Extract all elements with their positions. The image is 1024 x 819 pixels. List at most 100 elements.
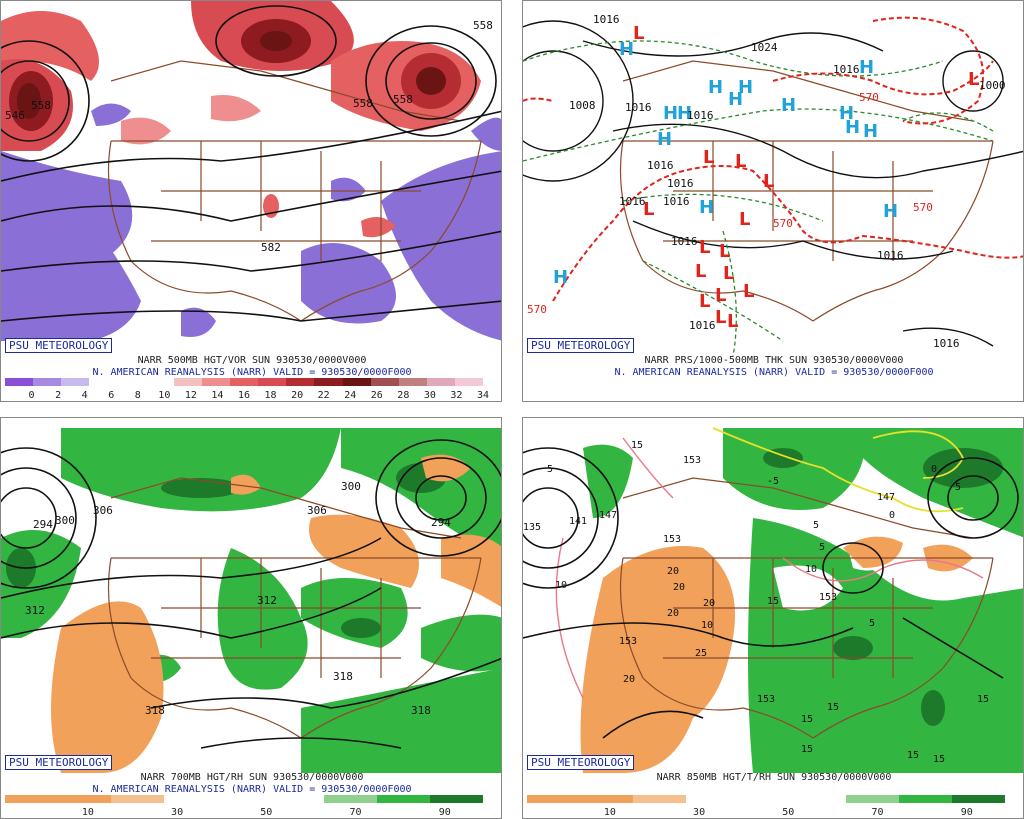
contour-label: 1016 — [687, 109, 714, 122]
colorbar-tick: 32 — [450, 390, 463, 401]
contour-label: 1016 — [593, 13, 620, 26]
colorbar-tick: 22 — [317, 390, 330, 401]
contour-labels: 546 558 558 558 582 558 — [5, 19, 493, 254]
high-center: H — [728, 89, 743, 110]
colorbar-swatch — [173, 378, 202, 386]
colorbar-swatch — [951, 795, 1005, 803]
value-box: 10 — [805, 564, 817, 575]
colorbar-tick: 16 — [237, 390, 251, 401]
colorbar-tick: 0 — [28, 390, 35, 401]
contour-label: 294 — [431, 516, 451, 529]
political-borders — [619, 477, 994, 739]
colorbar-tick: 50 — [782, 807, 795, 818]
panel-850mb-hgt-t-rh: 15 5 153 135 141 147 -5 5 5 10 153 147 0… — [522, 417, 1024, 819]
colorbar-swatch — [33, 378, 62, 386]
high-center: H — [663, 103, 678, 124]
value-box: -5 — [767, 476, 779, 487]
value-box: 5 — [547, 464, 553, 475]
contour-label: 1016 — [671, 235, 698, 248]
value-box: 20 — [703, 598, 715, 609]
contour-label: 582 — [261, 241, 281, 254]
contour-label: 1000 — [979, 79, 1006, 92]
contour-label: 1016 — [647, 159, 674, 172]
contour-label: 546 — [5, 109, 25, 122]
value-box: 20 — [667, 608, 679, 619]
value-box: 25 — [695, 648, 707, 659]
high-center: H — [677, 103, 692, 124]
low-center: L — [715, 285, 726, 306]
colorbar-swatch — [111, 795, 165, 803]
colorbar-tick: 18 — [264, 390, 277, 401]
value-box: 153 — [757, 694, 775, 705]
panel-title: NARR 700MB HGT/RH SUN 930530/0000V000 — [140, 772, 364, 783]
contour-label: 306 — [93, 504, 113, 517]
colorbar-swatch — [323, 795, 377, 803]
colorbar-tick: 34 — [476, 390, 490, 401]
colorbar-swatch — [429, 795, 483, 803]
isobars — [523, 20, 1023, 347]
contour-label: 300 — [55, 514, 75, 527]
colorbar-ticks: 10 30 50 70 90 — [5, 807, 483, 818]
value-box: 135 — [523, 522, 541, 533]
colorbar-ticks: 0 2 4 6 8 10 12 14 16 18 20 22 24 26 28 30 32 34 — [5, 390, 489, 401]
negative-vorticity-fill — [1, 103, 501, 341]
colorbar-swatch — [5, 378, 34, 386]
colorbar-swatch — [201, 378, 230, 386]
contour-label: 1016 — [619, 195, 646, 208]
colorbar — [5, 378, 484, 386]
colorbar-swatch — [580, 795, 634, 803]
colorbar-tick: 30 — [423, 390, 436, 401]
colorbar-tick: 8 — [134, 390, 141, 401]
high-center: H — [657, 129, 672, 150]
value-box: 20 — [623, 674, 635, 685]
contour-label: 1016 — [663, 195, 690, 208]
value-box: 15 — [977, 694, 989, 705]
low-center: L — [723, 263, 734, 284]
dry-rh-fill — [51, 454, 501, 773]
high-center: H — [699, 197, 714, 218]
low-center: L — [763, 171, 774, 192]
high-center: H — [781, 95, 796, 116]
contour-label: 558 — [393, 93, 413, 106]
low-center: L — [743, 281, 754, 302]
colorbar — [527, 795, 1005, 803]
contour-labels: 1016 1024 1016 1008 1016 1016 1016 1016 … — [527, 13, 1006, 350]
value-box: 20 — [673, 582, 685, 593]
contour-labels: 294 300 306 312 300 306 294 312 318 318 … — [25, 480, 451, 717]
colorbar-tick: 30 — [171, 807, 184, 818]
contour-label: 570 — [773, 217, 793, 230]
low-center: L — [695, 261, 706, 282]
colorbar-tick: 12 — [184, 390, 197, 401]
colorbar-swatch — [270, 795, 324, 803]
high-center: H — [708, 77, 723, 98]
value-box: 5 — [819, 542, 825, 553]
low-center: L — [968, 69, 979, 90]
colorbar-tick: 70 — [871, 807, 884, 818]
panel-700mb-hgt-rh: 294 300 306 312 300 306 294 312 318 318 … — [0, 417, 502, 819]
political-borders — [107, 60, 482, 322]
low-center: L — [643, 199, 654, 220]
value-box: 0 — [889, 510, 895, 521]
low-center: L — [699, 237, 710, 258]
high-center: H — [839, 103, 854, 124]
colorbar-swatch — [217, 795, 271, 803]
value-box: 5 — [955, 482, 961, 493]
colorbar-tick: 26 — [370, 390, 383, 401]
contour-label: 318 — [333, 670, 353, 683]
value-box: 15 — [631, 440, 643, 451]
panel-title: NARR 850MB HGT/T/RH SUN 930530/0000V000 — [656, 772, 892, 783]
panel-slp-thickness: H H H H H H H H H H H H H H H L L L L L … — [522, 0, 1024, 402]
colorbar-swatch — [5, 795, 59, 803]
thickness-contours — [523, 16, 1023, 302]
contour-label: 1016 — [877, 249, 904, 262]
colorbar-swatch — [89, 378, 118, 386]
colorbar-swatch — [845, 795, 899, 803]
value-box: 15 — [767, 596, 779, 607]
colorbar-swatch — [455, 378, 484, 386]
high-center: H — [883, 201, 898, 222]
contour-label: 300 — [341, 480, 361, 493]
positive-vorticity-fill — [1, 1, 481, 238]
low-center: L — [633, 23, 644, 44]
colorbar-swatch — [314, 378, 343, 386]
low-center: L — [719, 241, 730, 262]
